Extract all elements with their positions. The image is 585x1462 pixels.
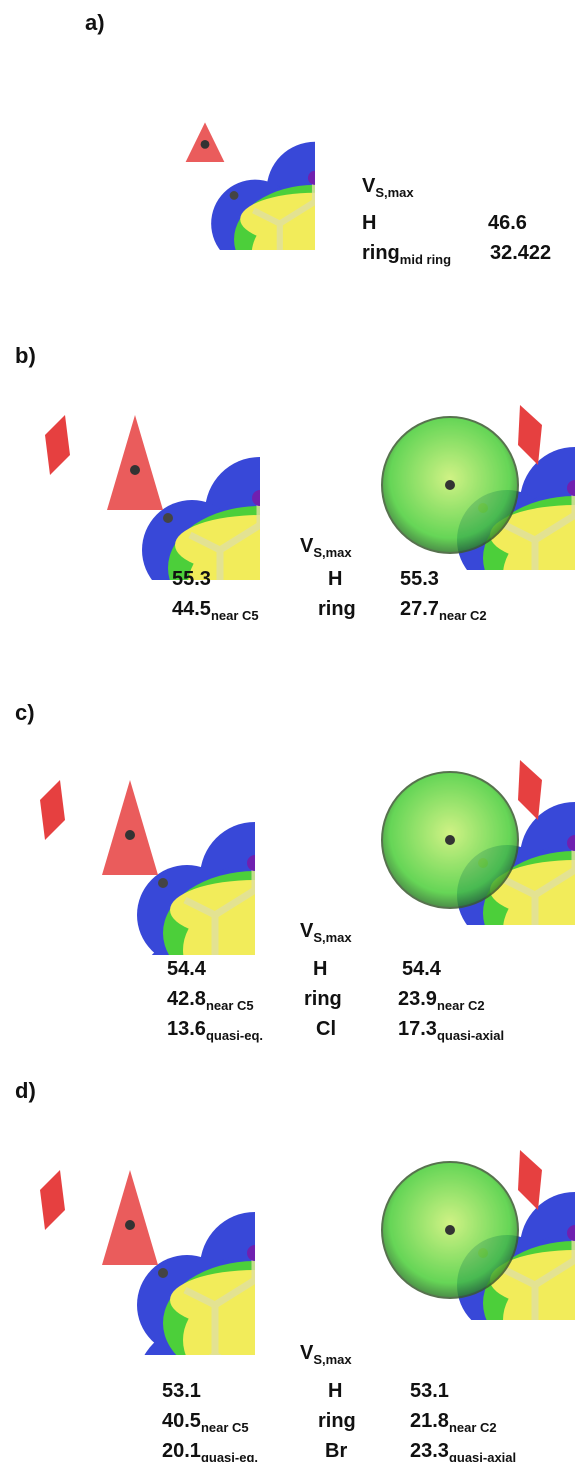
text: H xyxy=(313,958,327,980)
text: 27.7 xyxy=(400,598,439,620)
esp-surface xyxy=(325,1060,575,1320)
text: 23.9 xyxy=(398,988,437,1010)
text: 54.4 xyxy=(167,958,206,980)
right-value: 53.1 xyxy=(410,1380,449,1402)
text: 32.422 xyxy=(490,242,551,264)
vs-heading: VS,max xyxy=(300,535,352,564)
text: 44.5 xyxy=(172,598,211,620)
text: ring xyxy=(318,1410,356,1432)
subscript: S,max xyxy=(375,185,413,200)
left-value: 13.6quasi-eq. xyxy=(167,1018,263,1047)
text: 21.8 xyxy=(410,1410,449,1432)
center-name: Cl xyxy=(316,1018,336,1040)
panel-label: a) xyxy=(85,12,105,34)
text: 46.6 xyxy=(488,212,527,234)
subscript: S,max xyxy=(313,1352,351,1367)
text: H xyxy=(362,212,376,234)
center-name: ring xyxy=(318,598,356,620)
subscript: near C5 xyxy=(211,608,259,623)
center-name: ring xyxy=(318,1410,356,1432)
esp-surface xyxy=(5,685,255,955)
vs-heading: VS,max xyxy=(362,175,414,204)
left-value: 54.4 xyxy=(167,958,206,980)
row-name: ringmid ring xyxy=(362,242,451,271)
center-name: H xyxy=(313,958,327,980)
panel-label: d) xyxy=(15,1080,36,1102)
subscript: S,max xyxy=(313,930,351,945)
subscript: near C5 xyxy=(206,998,254,1013)
center-name: Br xyxy=(325,1440,347,1462)
right-value: 54.4 xyxy=(402,958,441,980)
left-value: 44.5near C5 xyxy=(172,598,259,627)
text: 53.1 xyxy=(162,1380,201,1402)
text: 54.4 xyxy=(402,958,441,980)
esp-surface xyxy=(10,330,260,580)
text: V xyxy=(362,175,375,197)
row-value: 32.422 xyxy=(490,242,551,264)
right-value: 55.3 xyxy=(400,568,439,590)
text: 42.8 xyxy=(167,988,206,1010)
subscript: quasi-eq. xyxy=(201,1450,258,1462)
right-value: 17.3quasi-axial xyxy=(398,1018,504,1047)
esp-surface xyxy=(5,1065,255,1355)
subscript: near C2 xyxy=(439,608,487,623)
esp-surface xyxy=(95,30,315,250)
text: 13.6 xyxy=(167,1018,206,1040)
center-name: ring xyxy=(304,988,342,1010)
text: V xyxy=(300,535,313,557)
text: 55.3 xyxy=(172,568,211,590)
esp-surface xyxy=(325,320,575,570)
text: 53.1 xyxy=(410,1380,449,1402)
text: 55.3 xyxy=(400,568,439,590)
row-value: 46.6 xyxy=(488,212,527,234)
text: H xyxy=(328,1380,342,1402)
text: Br xyxy=(325,1440,347,1462)
subscript: S,max xyxy=(313,545,351,560)
right-value: 27.7near C2 xyxy=(400,598,487,627)
text: H xyxy=(328,568,342,590)
subscript: near C5 xyxy=(201,1420,249,1435)
subscript: quasi-axial xyxy=(437,1028,504,1043)
right-value: 21.8near C2 xyxy=(410,1410,497,1439)
right-value: 23.3quasi-axial xyxy=(410,1440,516,1462)
panel-label: c) xyxy=(15,702,35,724)
text: ring xyxy=(362,242,400,264)
left-value: 55.3 xyxy=(172,568,211,590)
center-name: H xyxy=(328,1380,342,1402)
left-value: 40.5near C5 xyxy=(162,1410,249,1439)
text: 40.5 xyxy=(162,1410,201,1432)
text: 23.3 xyxy=(410,1440,449,1462)
text: ring xyxy=(304,988,342,1010)
panel-label: b) xyxy=(15,345,36,367)
figure: a) VS,max H 46.6 ringmid ring 32.422 b) … xyxy=(0,0,585,1462)
left-value: 42.8near C5 xyxy=(167,988,254,1017)
vs-heading: VS,max xyxy=(300,1342,352,1371)
subscript: near C2 xyxy=(437,998,485,1013)
text: Cl xyxy=(316,1018,336,1040)
text: ring xyxy=(318,598,356,620)
vs-heading: VS,max xyxy=(300,920,352,949)
right-value: 23.9near C2 xyxy=(398,988,485,1017)
center-name: H xyxy=(328,568,342,590)
left-value: 53.1 xyxy=(162,1380,201,1402)
subscript: near C2 xyxy=(449,1420,497,1435)
text: 17.3 xyxy=(398,1018,437,1040)
text: V xyxy=(300,920,313,942)
text: 20.1 xyxy=(162,1440,201,1462)
row-name: H xyxy=(362,212,376,234)
left-value: 20.1quasi-eq. xyxy=(162,1440,258,1462)
subscript: mid ring xyxy=(400,252,451,267)
esp-surface xyxy=(325,675,575,925)
text: V xyxy=(300,1342,313,1364)
subscript: quasi-eq. xyxy=(206,1028,263,1043)
subscript: quasi-axial xyxy=(449,1450,516,1462)
